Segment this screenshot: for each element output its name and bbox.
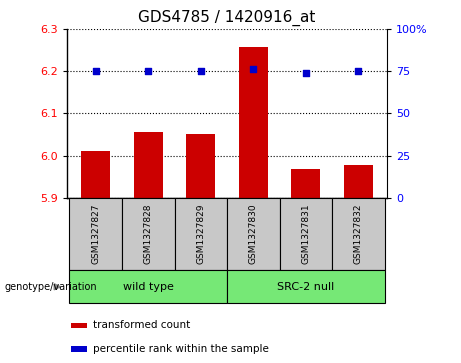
Bar — [175, 198, 227, 270]
Text: GSM1327831: GSM1327831 — [301, 204, 310, 265]
Bar — [70, 270, 227, 303]
Bar — [344, 165, 373, 198]
Title: GDS4785 / 1420916_at: GDS4785 / 1420916_at — [138, 10, 316, 26]
Point — [145, 68, 152, 74]
Bar — [227, 198, 279, 270]
Bar — [291, 169, 320, 198]
Text: percentile rank within the sample: percentile rank within the sample — [93, 344, 269, 354]
Text: transformed count: transformed count — [93, 321, 190, 330]
Point — [92, 68, 100, 74]
Text: GSM1327832: GSM1327832 — [354, 204, 363, 264]
Bar — [70, 198, 122, 270]
Bar — [279, 198, 332, 270]
Text: GSM1327830: GSM1327830 — [249, 204, 258, 265]
Text: SRC-2 null: SRC-2 null — [277, 282, 334, 292]
Bar — [239, 47, 268, 198]
Text: GSM1327829: GSM1327829 — [196, 204, 205, 264]
Bar — [227, 270, 384, 303]
Bar — [81, 151, 110, 198]
Point — [249, 66, 257, 72]
Point — [355, 68, 362, 74]
Point — [302, 70, 309, 76]
Bar — [134, 132, 163, 198]
Text: GSM1327827: GSM1327827 — [91, 204, 100, 264]
Bar — [186, 134, 215, 198]
Bar — [71, 346, 87, 352]
Point — [197, 68, 205, 74]
Text: wild type: wild type — [123, 282, 174, 292]
Bar — [122, 198, 175, 270]
Text: GSM1327828: GSM1327828 — [144, 204, 153, 264]
Bar — [332, 198, 384, 270]
Bar — [71, 323, 87, 328]
Text: genotype/variation: genotype/variation — [5, 282, 97, 292]
